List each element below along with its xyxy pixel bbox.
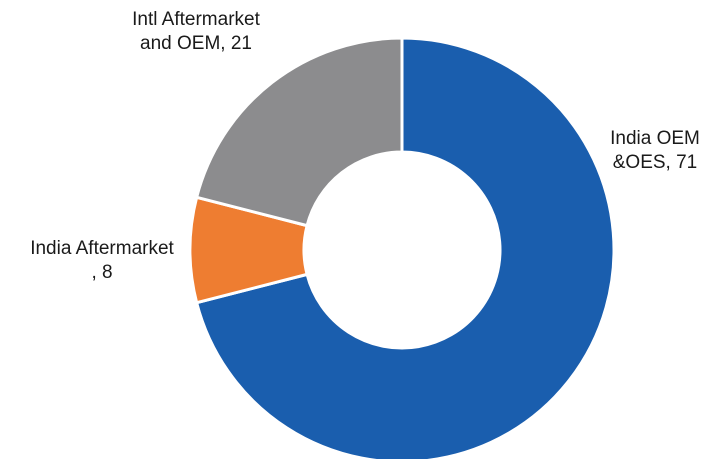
slice-label-line: &OES, 71 bbox=[613, 152, 698, 173]
slice-label-intl-aftermarket-and-oem: Intl Aftermarket and OEM, 21 bbox=[132, 9, 260, 54]
slice-label-line: Intl Aftermarket bbox=[132, 9, 260, 30]
slice-india-oem-oes bbox=[194, 36, 616, 459]
slice-label-india-oem-oes: India OEM &OES, 71 bbox=[610, 128, 700, 173]
slice-label-india-aftermarket: India Aftermarket , 8 bbox=[30, 238, 174, 283]
slice-label-line: and OEM, 21 bbox=[140, 33, 252, 54]
slice-intl-aftermarket-and-oem bbox=[194, 36, 404, 228]
slices-group bbox=[188, 36, 616, 459]
slice-label-line: India Aftermarket bbox=[30, 238, 174, 259]
slice-label-line: India OEM bbox=[610, 128, 700, 149]
slice-label-line: , 8 bbox=[91, 262, 112, 283]
labels-group: India OEM &OES, 71 India Aftermarket , 8 Int… bbox=[30, 9, 700, 283]
